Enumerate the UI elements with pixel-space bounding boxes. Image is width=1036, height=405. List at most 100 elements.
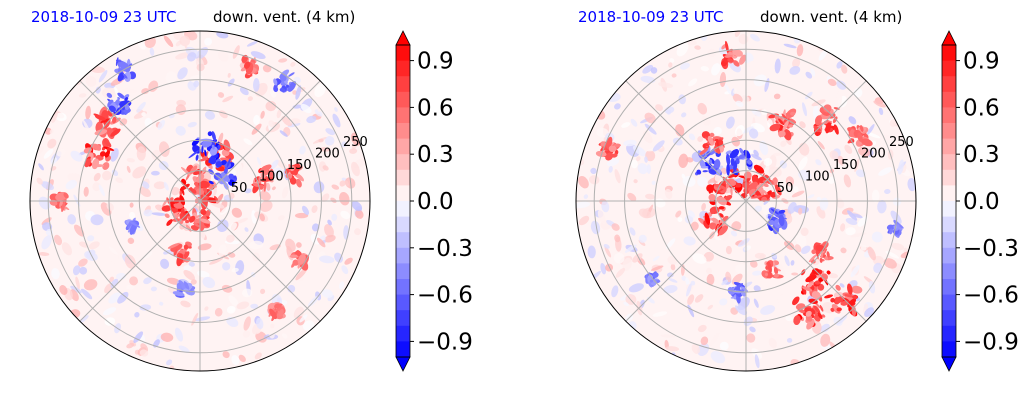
colorbar-segment — [396, 107, 410, 124]
field-blob — [642, 64, 654, 74]
colorbar-segment — [396, 60, 410, 77]
field-blob — [774, 58, 781, 74]
field-blob — [785, 316, 794, 322]
field-blob — [108, 292, 121, 304]
field-blob — [134, 312, 140, 318]
field-blob — [622, 257, 632, 271]
field-blob — [754, 205, 762, 212]
field-blob — [827, 78, 837, 87]
field-feature — [173, 197, 181, 204]
field-blob — [306, 115, 317, 124]
colorbar-segment — [942, 76, 956, 93]
field-blob — [301, 205, 310, 216]
field-blob — [608, 166, 613, 173]
field-feature — [764, 273, 768, 276]
field-feature — [732, 49, 744, 57]
field-feature — [748, 188, 757, 196]
field-feature — [211, 131, 216, 141]
field-blob — [242, 288, 253, 298]
field-blob — [193, 80, 200, 88]
field-blob — [250, 51, 266, 60]
field-blob — [735, 304, 748, 316]
field-blob — [158, 161, 169, 171]
field-blob — [867, 246, 876, 261]
colorbar-segment — [396, 247, 410, 264]
field-feature — [835, 296, 844, 304]
field-blob — [136, 101, 146, 113]
field-blob — [78, 258, 88, 267]
field-blob — [645, 150, 656, 162]
field-blob — [86, 166, 95, 174]
field-blob — [621, 122, 631, 128]
field-feature — [802, 286, 813, 292]
field-blob — [650, 67, 658, 74]
field-feature — [117, 92, 125, 99]
field-feature — [289, 254, 299, 259]
field-feature — [123, 108, 131, 114]
field-blob — [858, 146, 871, 157]
field-blob — [87, 235, 95, 242]
field-feature — [117, 97, 121, 100]
field-blob — [651, 180, 656, 185]
angular-gridline — [79, 80, 201, 202]
field-feature — [211, 144, 215, 150]
colorbar-extend-bottom — [395, 356, 411, 372]
field-blob — [790, 260, 795, 266]
field-blob — [735, 125, 745, 137]
field-blob — [345, 251, 353, 257]
field-blob — [845, 227, 856, 236]
field-feature — [817, 117, 823, 128]
field-blob — [73, 224, 85, 237]
field-blob — [871, 231, 883, 243]
field-blob — [669, 58, 675, 63]
field-feature — [108, 105, 116, 113]
field-blob — [773, 93, 781, 100]
field-blob — [677, 217, 683, 223]
field-blob — [281, 186, 289, 199]
field-blob — [311, 223, 320, 232]
field-feature — [173, 248, 178, 257]
field-feature — [773, 273, 779, 278]
field-blob — [795, 233, 807, 248]
field-blob — [603, 244, 610, 249]
field-blob — [878, 107, 884, 116]
field-blob — [871, 140, 877, 145]
field-blob — [751, 154, 762, 161]
colorbar-tick-label: 0.0 — [963, 189, 1000, 215]
field-feature — [725, 150, 732, 155]
field-blob — [889, 118, 897, 127]
field-feature — [703, 162, 713, 169]
field-feature — [782, 120, 789, 132]
field-blob — [314, 83, 326, 98]
field-blob — [103, 307, 117, 316]
field-feature — [806, 318, 815, 330]
field-blob — [55, 112, 67, 122]
field-blob — [587, 245, 596, 259]
field-blob — [260, 288, 266, 295]
field-blob — [302, 320, 315, 331]
field-blob — [613, 252, 625, 264]
field-blob — [228, 295, 239, 307]
field-blob — [36, 146, 44, 155]
radial-tick-label: 50 — [231, 181, 248, 196]
field-feature — [706, 184, 714, 192]
field-blob — [47, 138, 57, 149]
field-blob — [227, 73, 231, 78]
colorbar-tick-label: −0.6 — [417, 283, 473, 309]
field-feature — [166, 219, 173, 226]
field-feature — [104, 150, 110, 158]
field-blob — [278, 58, 288, 63]
field-blob — [678, 153, 689, 168]
field-blob — [776, 261, 786, 276]
field-blob — [158, 141, 170, 157]
field-blob — [222, 95, 234, 103]
field-feature — [123, 94, 130, 100]
colorbar-segment — [396, 325, 410, 342]
field-blob — [170, 187, 180, 196]
field-blob — [709, 332, 720, 346]
field-blob — [204, 110, 216, 120]
field-blob — [41, 181, 54, 191]
field-blob — [628, 283, 644, 293]
field-blob — [247, 96, 253, 101]
field-feature — [889, 228, 893, 235]
